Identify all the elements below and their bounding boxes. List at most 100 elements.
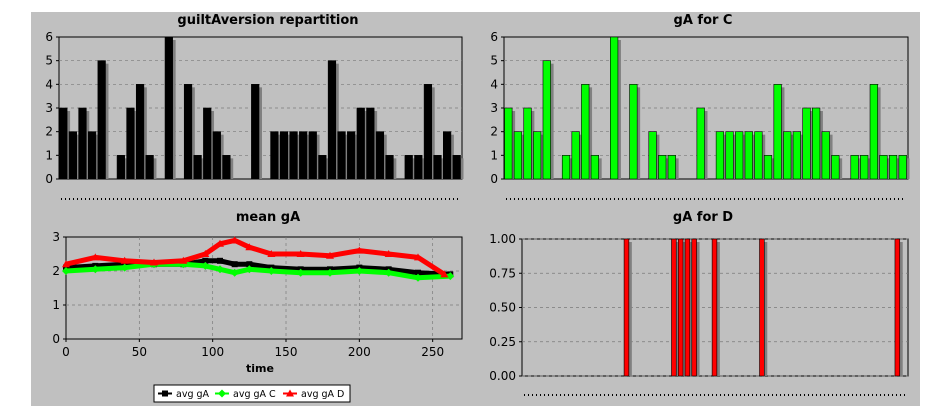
bar [337,131,346,180]
series-point [296,268,305,277]
series-line [65,237,446,277]
bar-shadow [680,242,687,376]
bar [831,155,840,180]
series-point [120,256,129,264]
chart-title: gA for C [674,13,733,28]
y-tick-label: 3 [52,230,60,244]
series-point [246,261,253,268]
y-tick-label: 5 [45,54,53,68]
bar [423,84,433,180]
series-point [326,268,334,277]
bar [792,131,801,180]
bar [783,131,792,180]
series-point [296,250,305,257]
x-axis-label: time [246,362,274,375]
series-point [201,261,210,270]
bar-shadow [762,242,768,376]
series-point [415,269,421,276]
legend-label: avg gA C [233,389,276,400]
x-tick-label: 150 [275,345,298,359]
bar [802,107,811,180]
series-point [216,265,224,274]
bar [581,84,590,180]
y-tick-label: 2 [490,125,498,139]
y-tick-label: 0.00 [489,369,516,383]
series-point [217,257,223,264]
x-tick-label: 100 [201,345,224,359]
bar-shadow [673,242,680,376]
y-tick-label: 2 [45,125,53,139]
bar [744,131,753,180]
x-tick-label: 250 [421,345,444,359]
series-point [414,253,422,261]
bar [68,131,77,180]
bar [898,155,907,180]
bar [59,107,68,180]
bar [135,84,145,180]
bar [308,131,317,180]
y-tick-label: 3 [490,101,498,115]
bar [879,155,888,180]
bar-shadow [694,242,700,376]
y-tick-label: 4 [490,77,498,91]
bar-shadow [714,242,720,376]
series-point [150,258,158,266]
bar [735,131,744,180]
x-tick-label: 50 [132,345,147,359]
bar [116,155,125,180]
bar [671,238,677,377]
bar [754,131,763,180]
series-point [120,263,129,272]
y-tick-label: 1 [490,148,498,162]
series-point [267,250,276,257]
legend-label: avg gA [176,389,210,400]
bar [711,238,718,377]
series-point [230,268,239,277]
series-point [201,250,210,257]
y-tick-label: 1.00 [489,232,516,246]
bar [561,155,571,180]
chart-1: gA for C 0 1 2 3 4 5 6 [490,13,910,200]
chart-frame: guiltAversion repartition 0 1 2 3 4 5 6 gA for C… [31,12,920,406]
bar [270,131,279,180]
legend-marker [286,389,294,397]
y-tick-label: 4 [45,77,53,91]
series-point [440,270,449,278]
bar [691,238,697,377]
series-point [355,246,364,254]
y-tick-label: 3 [45,101,53,115]
bar [571,131,580,180]
bar [523,107,532,180]
bar-shadow [626,242,632,376]
bar [667,155,676,180]
y-tick-label: 6 [45,30,53,44]
series-point [384,268,393,277]
bar-shadow [897,242,903,376]
series-point [446,272,455,281]
bar [78,107,87,180]
bar [347,131,356,180]
legend-marker [218,389,226,398]
legend-marker [162,390,168,397]
y-tick-label: 0.75 [489,266,516,280]
bar [684,238,691,377]
legend-label: avg gA D [301,389,344,400]
series-point [91,253,100,261]
x-tick-label: 0 [62,345,70,359]
series-point [245,265,254,274]
y-tick-label: 0 [52,332,60,346]
series-point [326,251,334,259]
legend-box [153,384,351,403]
series-line [65,261,451,281]
y-tick-label: 0.25 [489,335,516,349]
bar [629,84,638,180]
series-point [230,236,239,244]
chart-title: mean gA [236,210,300,225]
bar [677,238,684,377]
bar [590,155,599,180]
bar [433,155,442,180]
bar [443,131,452,180]
series-point [62,260,70,268]
